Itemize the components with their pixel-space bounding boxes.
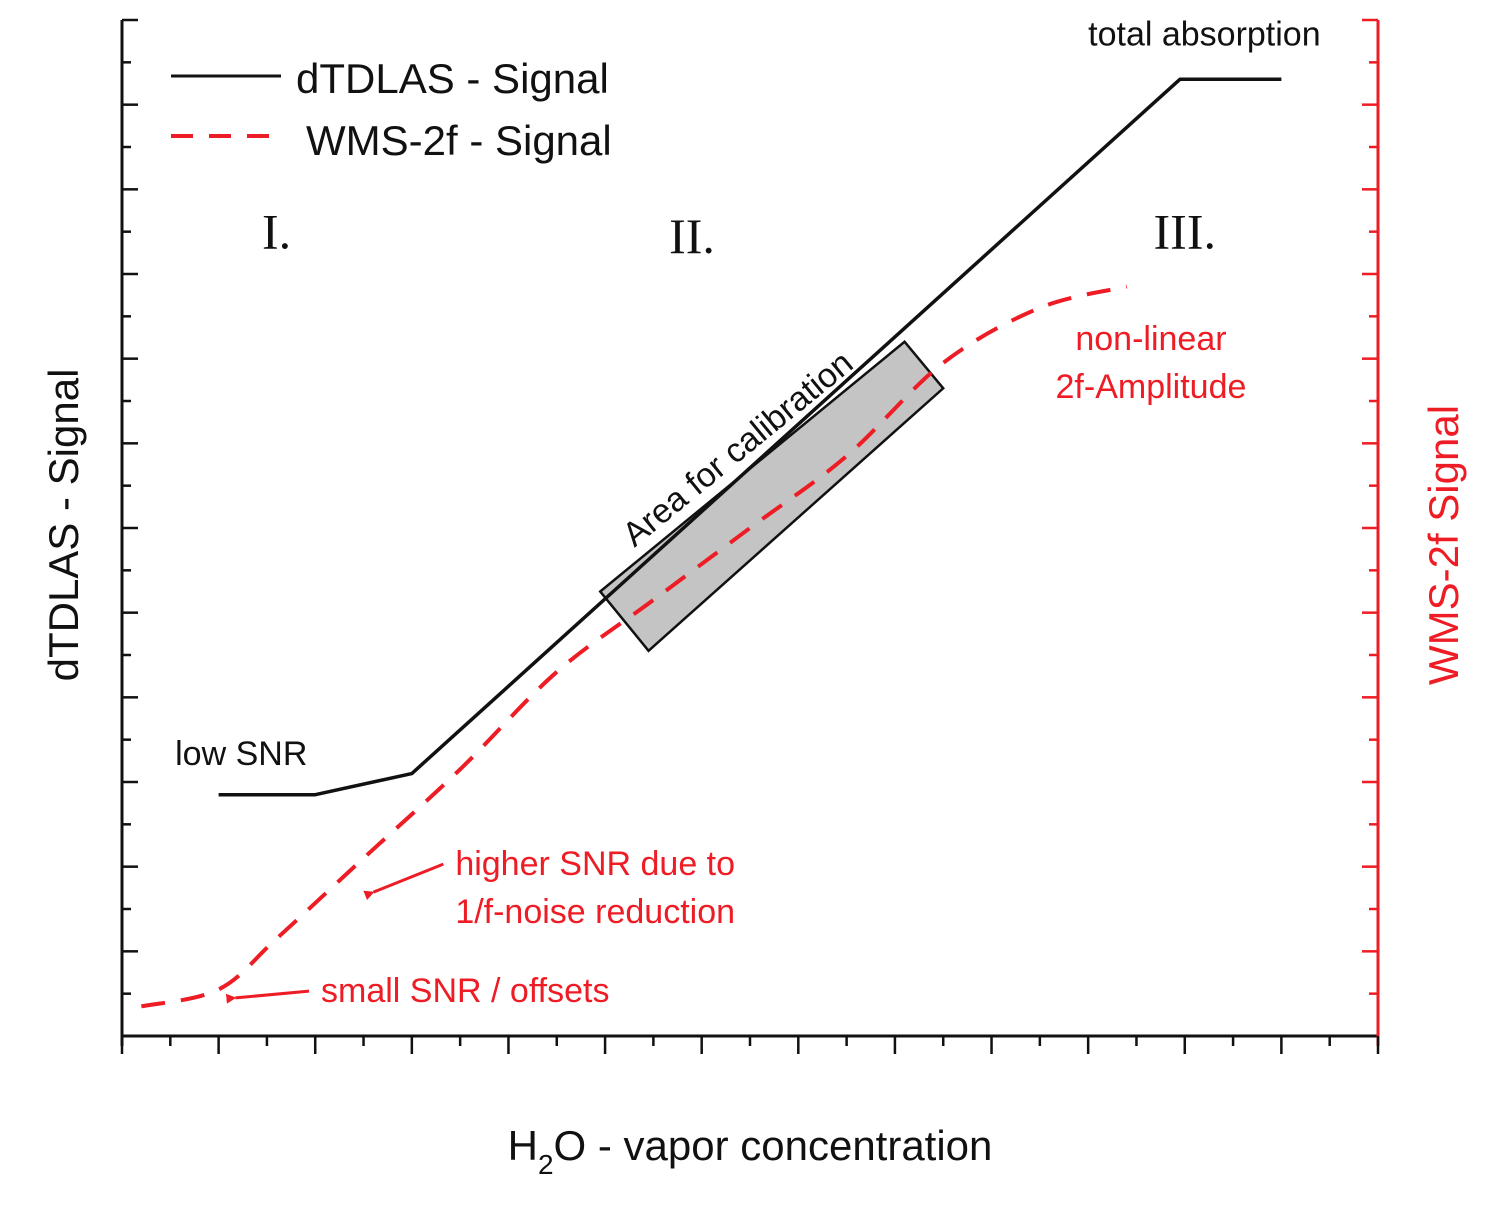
annotation-higher-snr: higher SNR due to 1/f-noise reduction [455, 845, 735, 931]
annotation-arrow-small-snr [225, 989, 310, 1004]
axes [120, 18, 1380, 1054]
region-label-2: II. [669, 208, 715, 264]
annotation-line: 1/f-noise reduction [455, 893, 735, 931]
annotation-line: small SNR / offsets [321, 972, 609, 1010]
region-label-3: III. [1154, 204, 1216, 260]
series-dtdlas-line [218, 77, 1282, 797]
annotation-nonlinear: non-linear 2f-Amplitude [1056, 320, 1247, 406]
annotation-layer: I. II. III. low SNR total absorption non-line… [175, 15, 1321, 1010]
annotation-arrow-higher-snr [363, 862, 444, 901]
region-label-1: I. [262, 204, 291, 260]
calibration-box-layer: Area for calibration [598, 339, 945, 653]
annotation-low-snr: low SNR [175, 735, 307, 773]
annotation-total-absorption: total absorption [1088, 15, 1321, 53]
legend-label-wms: WMS-2f - Signal [306, 117, 612, 164]
y-axis-left-title: dTDLAS - Signal [40, 369, 87, 682]
x-axis-title: H2O - vapor concentration [508, 1122, 993, 1180]
annotation-small-snr: small SNR / offsets [321, 972, 609, 1010]
y-axis-right-title: WMS-2f Signal [1420, 405, 1467, 685]
annotation-line: higher SNR due to [455, 845, 735, 883]
series-layer [140, 77, 1282, 1009]
legend-label-dtdlas: dTDLAS - Signal [296, 55, 609, 102]
calibration-box [598, 339, 945, 653]
legend: dTDLAS - Signal WMS-2f - Signal [171, 55, 612, 164]
annotation-line: low SNR [175, 735, 307, 773]
annotation-line: 2f-Amplitude [1056, 368, 1247, 406]
annotation-line: non-linear [1075, 320, 1226, 358]
series-wms-line [140, 284, 1128, 1009]
annotation-line: total absorption [1088, 15, 1321, 53]
